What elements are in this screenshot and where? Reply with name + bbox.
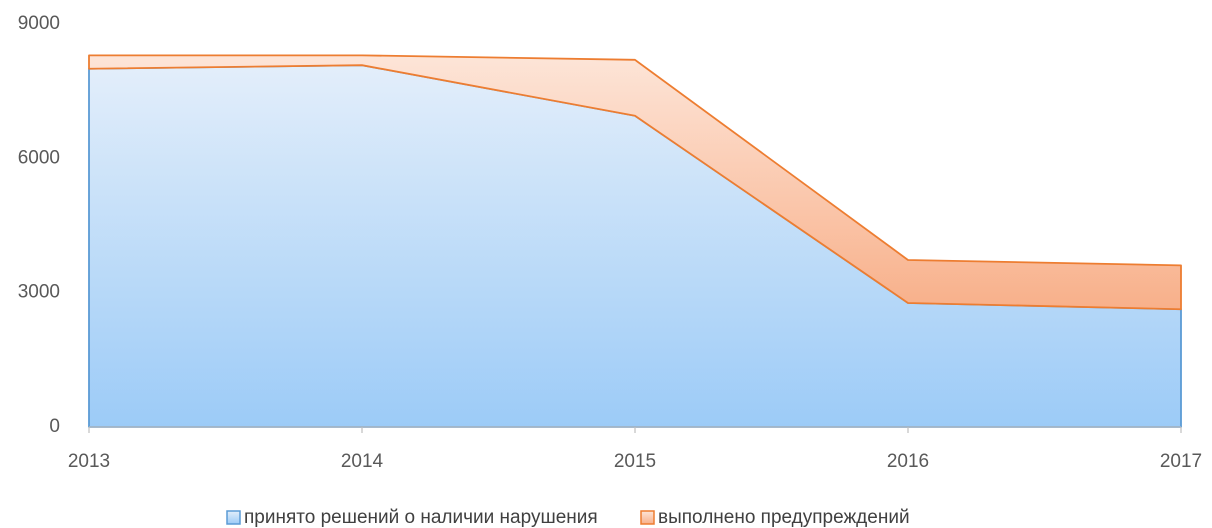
x-tick-label: 2016	[887, 451, 929, 472]
legend-label: принято решений о наличии нарушения	[244, 507, 598, 528]
y-tick-label: 9000	[18, 13, 60, 34]
area	[88, 64, 1182, 428]
legend-swatch	[640, 510, 655, 525]
x-tick-label: 2013	[68, 451, 110, 472]
y-tick-label: 3000	[18, 282, 60, 303]
x-tick-label: 2014	[341, 451, 384, 472]
x-tick-label: 2017	[1160, 451, 1202, 472]
legend-label: выполнено предупреждений	[658, 507, 910, 528]
x-tick-label: 2015	[614, 451, 656, 472]
area	[88, 54, 1182, 311]
legend-swatch	[226, 510, 241, 525]
y-tick-label: 6000	[18, 147, 60, 168]
y-tick-label: 0	[49, 416, 60, 437]
